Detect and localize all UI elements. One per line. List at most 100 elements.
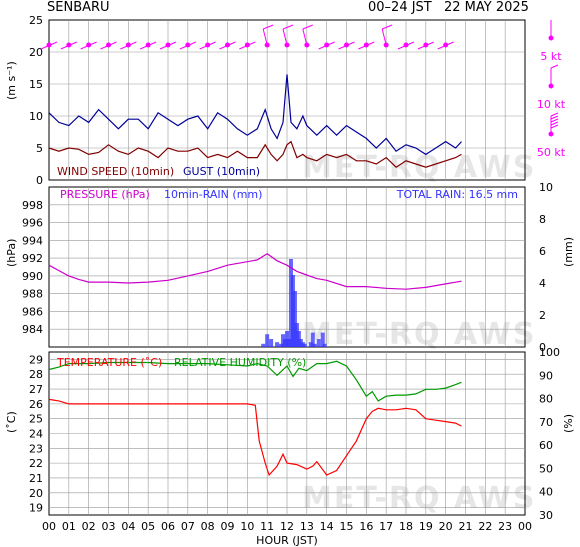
x-tick-label: 11 <box>260 520 274 533</box>
wind-legend-label: 50 kt <box>537 146 566 159</box>
y2-tick-label: 40 <box>539 486 553 499</box>
legend-barb-dot <box>548 131 554 137</box>
rain-bar <box>292 291 297 347</box>
y-tick-label: 996 <box>22 217 43 230</box>
x-tick-label: 00 <box>518 520 532 533</box>
x-tick-label: 21 <box>459 520 473 533</box>
y2-tick-label: 70 <box>539 416 553 429</box>
wind-station-dot <box>443 42 449 48</box>
wind-station-dot <box>106 42 111 48</box>
watermark-text: MET-RQ AWS <box>302 481 536 516</box>
rain-bar <box>310 332 315 347</box>
temperature-line <box>48 398 462 477</box>
x-tick-label: 08 <box>201 520 215 533</box>
rain-bar <box>261 343 266 347</box>
y2-tick-label: 10 <box>539 181 553 194</box>
temperature-legend: TEMPERATURE (˚C) <box>56 356 162 369</box>
gust-legend: GUST (10min) <box>183 165 260 178</box>
wind-y-axis-label: (m s⁻¹) <box>5 61 18 100</box>
wind-station-dot <box>185 42 191 48</box>
wind-barb-shaft <box>282 28 288 46</box>
legend-barb-dot <box>548 83 554 89</box>
wind-station-dot <box>423 42 429 48</box>
wind-station-dot <box>383 42 389 48</box>
legend-barb-tick <box>550 124 559 129</box>
wind-station-dot <box>165 42 171 48</box>
y-tick-label: 15 <box>29 78 43 91</box>
y-tick-label: 23 <box>29 442 43 455</box>
y-tick-label: 20 <box>29 46 43 59</box>
rain-bar <box>302 343 307 347</box>
x-tick-label: 05 <box>141 520 155 533</box>
wind-station-dot <box>244 42 250 48</box>
wind-station-dot <box>66 42 72 48</box>
wind-barb-flag <box>282 24 294 30</box>
x-tick-label: 12 <box>280 520 294 533</box>
wind-station-dot <box>205 42 211 48</box>
y-tick-label: 5 <box>36 142 43 155</box>
y2-tick-label: 4 <box>539 277 546 290</box>
rain-bar <box>265 334 270 347</box>
humidity-legend: RELATIVE HUMIDITY (%) <box>174 356 306 369</box>
legend-barb-dot <box>548 35 554 41</box>
wind-legend-label: 10 kt <box>537 98 566 111</box>
y-tick-label: 24 <box>29 428 43 441</box>
x-tick-label: 01 <box>62 520 76 533</box>
y-tick-label: 10 <box>29 110 43 123</box>
y-tick-label: 20 <box>29 487 43 500</box>
y2-tick-label: 100 <box>539 346 560 359</box>
gust-line <box>48 74 462 156</box>
x-tick-label: 09 <box>221 520 235 533</box>
legend-barb-tick <box>550 115 559 120</box>
pressure-line <box>48 252 462 290</box>
y-tick-label: 25 <box>29 413 43 426</box>
wind-barb-shaft <box>262 28 268 46</box>
legend-barb-tick <box>550 112 559 117</box>
legend-barb-tick <box>550 121 559 126</box>
wind-station-dot <box>304 42 310 48</box>
x-tick-label: 00 <box>42 520 56 533</box>
y-tick-label: 984 <box>22 323 43 336</box>
x-tick-label: 20 <box>439 520 453 533</box>
x-tick-label: 19 <box>419 520 433 533</box>
wind-legend-label: 5 kt <box>540 50 562 63</box>
y-tick-label: 992 <box>22 252 43 265</box>
y-tick-label: 0 <box>36 174 43 187</box>
wind-station-dot <box>125 42 131 48</box>
humidity-y-axis-label: (%) <box>562 414 575 433</box>
y-tick-label: 22 <box>29 457 43 470</box>
x-tick-label: 03 <box>102 520 116 533</box>
wind-station-dot <box>324 42 330 48</box>
wind-barb-shaft <box>381 28 387 46</box>
y2-tick-label: 90 <box>539 369 553 382</box>
wind-station-dot <box>145 42 151 48</box>
x-tick-label: 22 <box>478 520 492 533</box>
y-tick-label: 998 <box>22 199 43 212</box>
pressure-legend: PRESSURE (hPa) <box>60 188 150 201</box>
y2-tick-label: 6 <box>539 245 546 258</box>
y2-tick-label: 8 <box>539 213 546 226</box>
rain-bar <box>275 342 280 347</box>
x-tick-label: 18 <box>399 520 413 533</box>
y2-tick-label: 80 <box>539 393 553 406</box>
rain-bar <box>316 339 321 347</box>
x-tick-label: 07 <box>181 520 195 533</box>
station-name: SENBARU <box>47 0 110 15</box>
x-tick-label: 15 <box>340 520 354 533</box>
y2-tick-label: 0 <box>539 341 546 354</box>
wind-station-dot <box>86 42 92 48</box>
y-tick-label: 990 <box>22 270 43 283</box>
y-tick-label: 25 <box>29 14 43 27</box>
rain-bar <box>322 343 327 347</box>
y2-tick-label: 50 <box>539 462 553 475</box>
wind-barb-shaft <box>302 28 308 46</box>
pressure-y-axis-label: (hPa) <box>5 239 18 267</box>
y2-tick-label: 60 <box>539 439 553 452</box>
watermark-text: MET-RQ AWS <box>302 317 536 352</box>
rain-bar <box>269 339 274 347</box>
y-tick-label: 21 <box>29 472 43 485</box>
x-tick-label: 10 <box>240 520 254 533</box>
y-tick-label: 26 <box>29 398 43 411</box>
y2-tick-label: 30 <box>539 509 553 522</box>
